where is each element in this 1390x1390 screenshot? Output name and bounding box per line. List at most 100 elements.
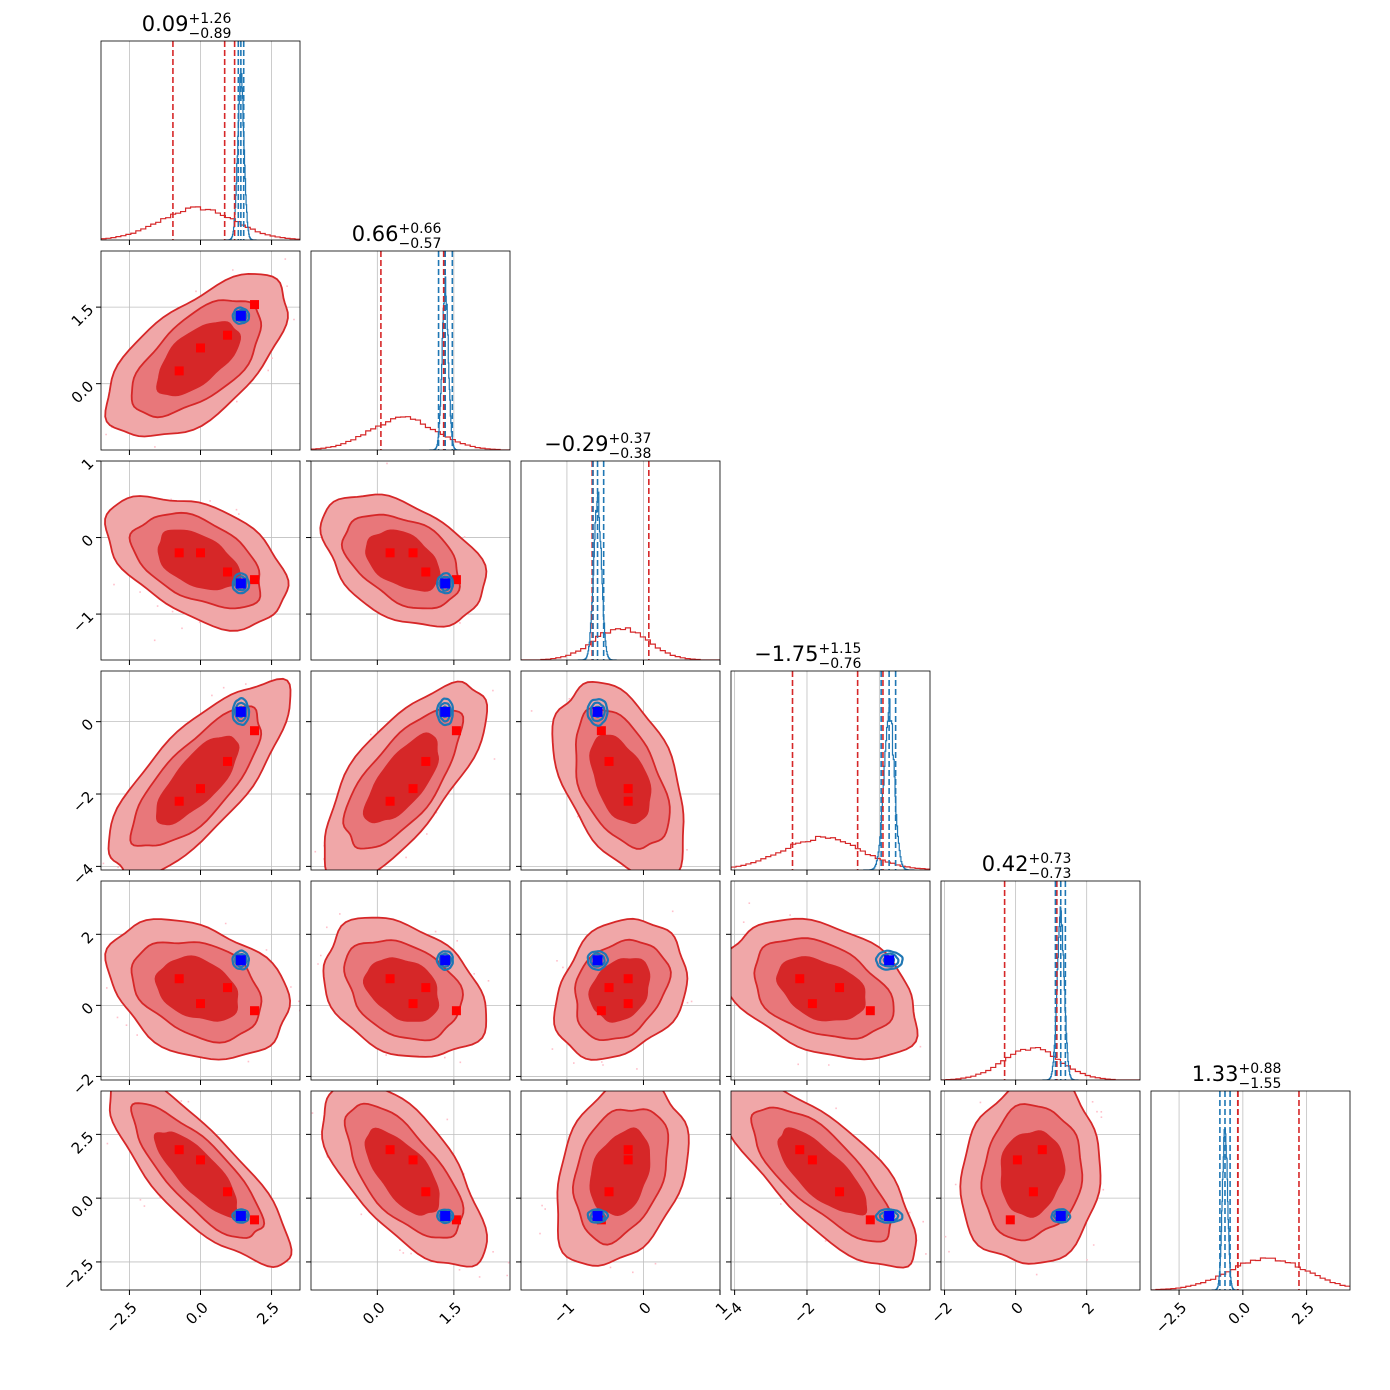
y-tick-label: −2.5 bbox=[59, 1256, 97, 1294]
panel-title-0: 0.09 +1.26−0.89 bbox=[142, 11, 232, 42]
x-tick-label: 2.5 bbox=[253, 1299, 283, 1329]
x-tick-label: −2 bbox=[927, 1299, 955, 1327]
x-tick-label: −2.5 bbox=[102, 1299, 140, 1337]
truth-marker-red bbox=[623, 999, 633, 1009]
hist-panel-0 bbox=[101, 41, 300, 240]
contour-blue bbox=[438, 575, 452, 592]
truth-marker-red bbox=[596, 1006, 606, 1016]
title-minus: −1.55 bbox=[1239, 1076, 1282, 1092]
y-tick-label: 0 bbox=[78, 531, 97, 550]
x-tick-label: 2.5 bbox=[1288, 1299, 1318, 1329]
panel-frame bbox=[730, 880, 931, 1081]
panel-title-4: 0.42 +0.73−0.73 bbox=[982, 851, 1072, 882]
y-tick-label: 1 bbox=[78, 455, 97, 474]
truth-marker-red bbox=[174, 974, 184, 984]
panel-frame bbox=[730, 670, 931, 871]
x-tick-label: −1 bbox=[550, 1299, 578, 1327]
contour-blue bbox=[438, 952, 452, 968]
panel-2-0 bbox=[101, 461, 300, 660]
truth-marker-blue bbox=[592, 1211, 603, 1222]
truth-marker-blue bbox=[235, 578, 246, 589]
panel-frame bbox=[310, 460, 511, 661]
title-plus: +1.15 bbox=[819, 641, 862, 657]
truth-marker-red bbox=[623, 974, 633, 984]
truth-marker-blue bbox=[1055, 1211, 1066, 1222]
truth-marker-red bbox=[865, 1215, 875, 1225]
y-tick-label: −2 bbox=[69, 788, 97, 816]
contour-level-1 bbox=[588, 958, 651, 1023]
x-tick-label: 0.0 bbox=[359, 1299, 389, 1329]
title-minus: −0.38 bbox=[609, 446, 652, 462]
panel-title-1: 0.66 +0.66−0.57 bbox=[352, 221, 442, 252]
truth-marker-red bbox=[1005, 1215, 1015, 1225]
contour-blue bbox=[436, 1208, 455, 1225]
truth-marker-red bbox=[196, 999, 205, 1009]
histogram-red bbox=[941, 1046, 1140, 1080]
title-minus: −0.73 bbox=[1029, 866, 1072, 882]
truth-marker-red bbox=[408, 999, 418, 1009]
contour-blue bbox=[586, 1208, 609, 1224]
panel-frame bbox=[310, 1090, 511, 1291]
panel-frame bbox=[520, 460, 721, 661]
truth-marker-red bbox=[451, 726, 461, 736]
truth-marker-red bbox=[385, 796, 395, 806]
truth-marker-red bbox=[623, 1145, 633, 1155]
contour-level-1 bbox=[154, 955, 239, 1022]
title-plus: +1.26 bbox=[189, 11, 232, 27]
hist-panel-4 bbox=[941, 881, 1140, 1080]
truth-marker-red bbox=[795, 974, 805, 984]
panel-5-3 bbox=[731, 1091, 930, 1290]
truth-marker-red bbox=[795, 1145, 805, 1155]
truth-marker-blue bbox=[884, 1211, 895, 1222]
title-minus: −0.76 bbox=[819, 656, 862, 672]
truth-marker-red bbox=[174, 548, 184, 558]
truth-marker-blue bbox=[235, 310, 246, 321]
contour-blue bbox=[231, 306, 251, 325]
panel-5-1 bbox=[311, 1091, 510, 1290]
panel-frame bbox=[310, 670, 511, 871]
truth-marker-red bbox=[623, 796, 633, 806]
panel-title-5: 1.33 +0.88−1.55 bbox=[1192, 1061, 1282, 1092]
contour-level-1 bbox=[364, 1127, 440, 1216]
panel-frame bbox=[520, 880, 721, 1081]
panel-5-2 bbox=[521, 1091, 720, 1290]
panel-4-1 bbox=[311, 881, 510, 1080]
contour-blue bbox=[586, 950, 610, 972]
truth-marker-red bbox=[1028, 1187, 1038, 1197]
panel-frame bbox=[940, 880, 1141, 1081]
x-tick-label: 1.5 bbox=[436, 1299, 466, 1329]
truth-marker-red bbox=[421, 1187, 431, 1197]
contour-blue bbox=[874, 949, 904, 971]
title-value: 0.09 bbox=[142, 12, 189, 36]
truth-marker-blue bbox=[235, 955, 246, 966]
contour-level-1 bbox=[775, 956, 866, 1022]
title-minus: −0.57 bbox=[399, 236, 442, 252]
panel-3-2 bbox=[521, 671, 720, 870]
panel-4-0 bbox=[101, 881, 300, 1080]
contour-blue bbox=[233, 575, 248, 592]
x-tick-label: 0 bbox=[1007, 1299, 1026, 1318]
panel-frame bbox=[730, 1090, 931, 1291]
truth-marker-red bbox=[421, 756, 431, 766]
title-value: 1.33 bbox=[1192, 1062, 1239, 1086]
contour-level-1 bbox=[1000, 1130, 1066, 1218]
title-plus: +0.37 bbox=[609, 431, 652, 447]
contour-level-1 bbox=[365, 529, 441, 592]
panel-5-4 bbox=[941, 1091, 1140, 1290]
y-tick-label: 0 bbox=[78, 715, 97, 734]
x-tick-label: −2.5 bbox=[1152, 1299, 1190, 1337]
truth-marker-red bbox=[421, 983, 431, 993]
contour-level-1 bbox=[362, 732, 440, 824]
title-value: −0.29 bbox=[544, 432, 608, 456]
truth-marker-red bbox=[865, 1006, 875, 1016]
contour-blue bbox=[1050, 1208, 1072, 1224]
contour-blue bbox=[436, 572, 455, 595]
truth-marker-red bbox=[196, 548, 205, 558]
truth-marker-red bbox=[223, 330, 233, 340]
truth-marker-blue bbox=[440, 706, 451, 717]
truth-marker-red bbox=[223, 983, 233, 993]
truth-marker-red bbox=[385, 548, 395, 558]
histogram-red bbox=[311, 416, 510, 450]
truth-marker-red bbox=[807, 1155, 817, 1165]
